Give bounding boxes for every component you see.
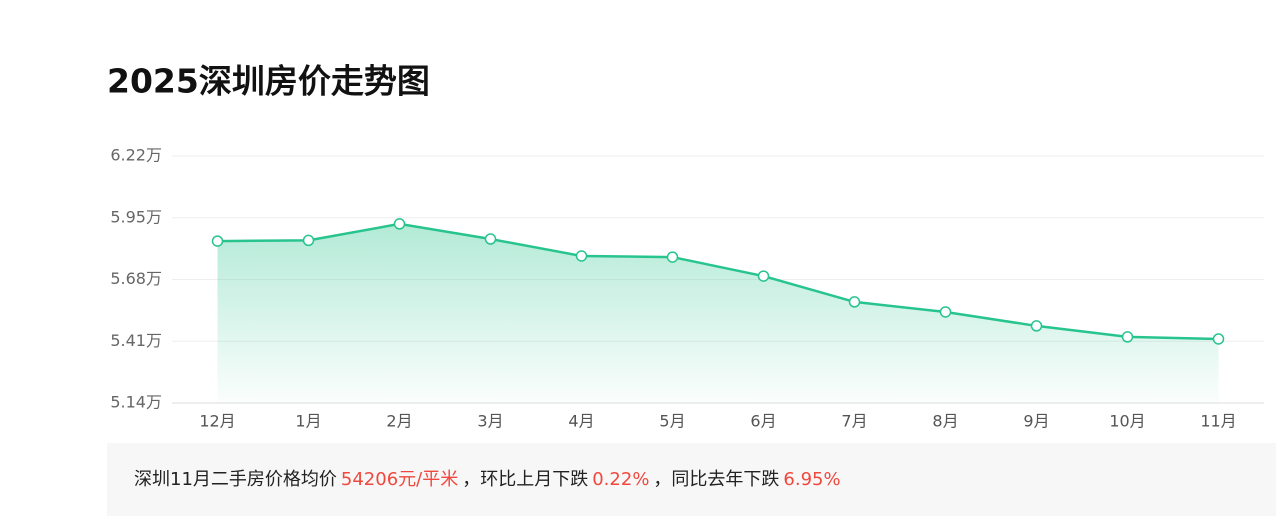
chart: 2025深圳房价走势图 5.14万 5.41万 5.68万 5.95万 6.22万 12月… xyxy=(107,62,1264,431)
summary-text: ，同比去年下跌 xyxy=(653,469,780,490)
x-tick-label: 6月 xyxy=(750,412,776,431)
x-tick-label: 10月 xyxy=(1109,412,1145,431)
x-tick-label: 7月 xyxy=(841,412,867,431)
x-tick-label: 1月 xyxy=(295,412,321,431)
point xyxy=(302,234,315,247)
y-tick-label: 5.95万 xyxy=(110,207,162,226)
summary-mom: 0.22% xyxy=(592,469,650,490)
x-tick-label: 11月 xyxy=(1200,412,1236,431)
x-tick-label: 12月 xyxy=(199,412,235,431)
y-tick-label: 6.22万 xyxy=(110,146,162,165)
summary-text: 深圳11月二手房价格均价 xyxy=(134,469,337,490)
summary: 深圳11月二手房价格均价 54206元/平米 ，环比上月下跌 0.22% ，同比去年下跌… xyxy=(107,443,1276,516)
x-tick-label: 5月 xyxy=(659,412,685,431)
point xyxy=(484,233,497,245)
point xyxy=(211,235,224,247)
line xyxy=(217,222,1219,341)
y-tick-label: 5.68万 xyxy=(110,269,162,288)
summary-yoy: 6.95% xyxy=(783,469,841,490)
point xyxy=(757,270,770,282)
x-tick-label: 3月 xyxy=(477,412,503,431)
point xyxy=(1212,333,1225,345)
x-tick-label: 8月 xyxy=(932,412,958,431)
point xyxy=(1121,331,1134,343)
point xyxy=(666,251,679,263)
x-tick-label: 4月 xyxy=(568,412,594,431)
point xyxy=(575,250,588,262)
point xyxy=(393,218,406,230)
summary-text: ，环比上月下跌 xyxy=(462,469,589,490)
y-tick-label: 5.41万 xyxy=(110,331,162,350)
x-tick-label: 9月 xyxy=(1023,412,1049,431)
y-tick-label: 5.14万 xyxy=(110,393,162,412)
point xyxy=(848,296,861,308)
point xyxy=(1030,320,1043,332)
summary-price: 54206元/平米 xyxy=(340,469,459,490)
point xyxy=(939,306,952,318)
x-tick-label: 2月 xyxy=(386,412,412,431)
chart-title: 2025深圳房价走势图 xyxy=(107,62,430,101)
area xyxy=(217,223,1219,403)
